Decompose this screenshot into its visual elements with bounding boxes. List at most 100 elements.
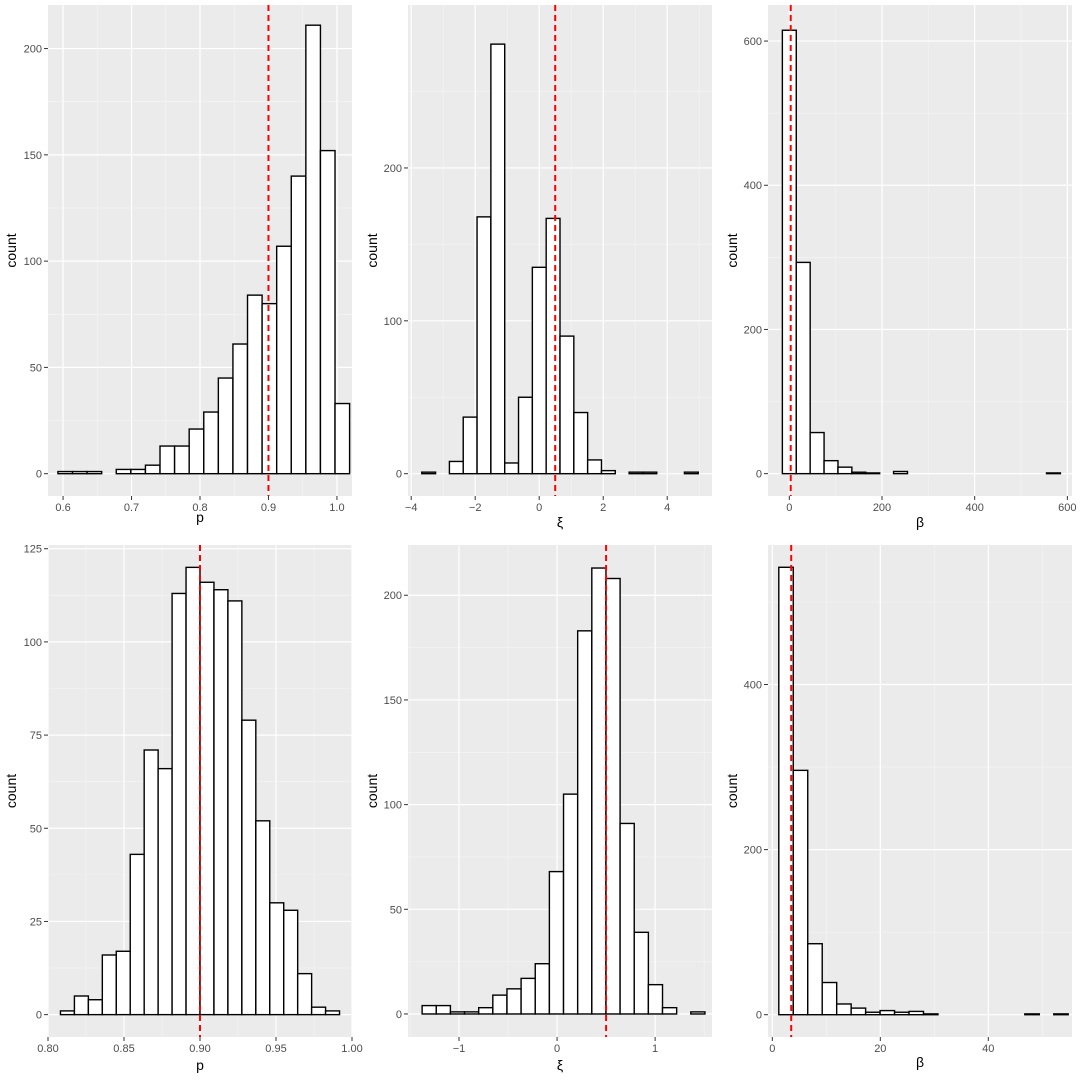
histogram-bar: [605, 577, 621, 1015]
x-tick-label: 0.90: [189, 1043, 210, 1055]
histogram-bar: [86, 470, 103, 475]
chart-panel: 0.80 0.85 0.90 0.95 1.00 0 25 50 75 100 125 p count: [3, 544, 363, 1073]
histogram-bar: [435, 1004, 452, 1015]
histogram-bar: [324, 1010, 341, 1016]
histogram-bar: [159, 445, 176, 475]
x-tick-label: 0.6: [55, 502, 70, 514]
y-tick-label: 0: [396, 1009, 402, 1021]
histogram-bar: [661, 1006, 678, 1015]
histogram-bar: [275, 245, 292, 475]
histogram-bar: [129, 853, 145, 1016]
y-tick-label: 200: [744, 324, 762, 336]
y-tick-label: 600: [744, 36, 762, 48]
histogram-bar: [619, 822, 635, 1015]
histogram-bar: [1053, 1013, 1069, 1016]
histogram-bar: [821, 981, 838, 1016]
x-tick-label: 1: [652, 1043, 658, 1055]
histogram-bar: [835, 1003, 852, 1016]
histogram-bar: [463, 1011, 480, 1015]
y-axis-title: count: [3, 774, 19, 808]
x-tick-label: 0.7: [124, 502, 139, 514]
x-tick-label: 0: [769, 1043, 775, 1055]
y-tick-label: 0: [756, 1010, 762, 1022]
histogram-bar: [823, 459, 839, 475]
histogram-bar: [477, 1006, 494, 1015]
chart-panel: −1 0 1 0 50 100 150 200 ξ count: [364, 545, 712, 1073]
x-tick-label: 0: [786, 502, 792, 514]
x-tick-label: 1.0: [329, 502, 344, 514]
y-tick-label: 50: [390, 904, 402, 916]
y-tick-label: 400: [744, 680, 762, 692]
y-axis-title: count: [364, 774, 380, 808]
histogram-bar: [1024, 1013, 1040, 1016]
x-tick-label: 0: [554, 1043, 560, 1055]
histogram-bar: [115, 468, 132, 475]
x-tick-label: 400: [966, 502, 984, 514]
x-tick-label: −4: [405, 502, 418, 514]
histogram-bar: [633, 931, 650, 1015]
histogram-bar: [232, 343, 249, 475]
histogram-bar: [647, 983, 664, 1015]
histogram-bar: [71, 470, 88, 475]
histogram-bar: [448, 460, 464, 475]
histogram-bar: [809, 431, 825, 475]
histogram-bar: [203, 411, 220, 475]
y-tick-label: 100: [384, 316, 402, 328]
histogram-bar: [534, 963, 551, 1015]
histogram-bar: [421, 471, 437, 475]
x-tick-label: 1.00: [341, 1043, 362, 1055]
histogram-bar: [506, 988, 522, 1015]
y-tick-label: 200: [384, 590, 402, 602]
histogram-bar: [59, 1010, 76, 1016]
y-tick-label: 150: [24, 150, 42, 162]
y-tick-label: 100: [24, 256, 42, 268]
histogram-bar: [573, 411, 589, 475]
histogram-bar: [892, 470, 909, 475]
histogram-bar: [87, 999, 104, 1016]
histogram-bar: [173, 445, 190, 475]
histogram-bar: [476, 216, 492, 475]
histogram-bar: [217, 377, 234, 475]
histogram-bar: [334, 402, 351, 475]
histogram-bar: [781, 29, 797, 475]
histogram-bar: [628, 471, 644, 475]
histogram-bar: [296, 972, 313, 1016]
histogram-bar: [807, 943, 823, 1016]
histogram-bar: [642, 471, 658, 475]
x-tick-label: 0.85: [113, 1043, 134, 1055]
y-tick-label: 50: [30, 362, 42, 374]
histogram-bar: [548, 870, 565, 1015]
chart-panel: 0.6 0.7 0.8 0.9 1.0 0 50 100 150 200 p count: [3, 5, 352, 525]
histogram-bar: [559, 335, 575, 475]
x-tick-label: 40: [982, 1043, 994, 1055]
histogram-bar: [504, 462, 520, 475]
histogram-bar: [115, 950, 131, 1016]
y-axis-title: count: [3, 233, 19, 267]
histogram-bar: [305, 24, 322, 475]
y-tick-label: 0: [756, 469, 762, 481]
histogram-bar: [517, 396, 534, 475]
x-axis-title: p: [196, 1057, 204, 1073]
histogram-bar: [143, 749, 159, 1016]
x-tick-label: 0.95: [265, 1043, 286, 1055]
y-axis-title: count: [724, 774, 740, 808]
x-tick-label: 600: [1058, 502, 1076, 514]
y-tick-label: 200: [384, 163, 402, 175]
y-tick-label: 25: [30, 916, 42, 928]
histogram-bar: [449, 1011, 466, 1015]
histogram-bar: [600, 469, 616, 475]
histogram-bar: [1045, 472, 1062, 475]
y-tick-label: 0: [396, 469, 402, 481]
histogram-bar: [188, 428, 205, 475]
x-tick-label: 0.8: [192, 502, 207, 514]
histogram-bar: [792, 769, 809, 1016]
x-tick-label: 20: [874, 1043, 886, 1055]
histogram-bar: [73, 995, 90, 1016]
histogram-bar: [683, 471, 699, 475]
panel-background: [768, 5, 1072, 496]
y-tick-label: 0: [36, 1010, 42, 1022]
histogram-bar: [144, 464, 161, 475]
histogram-bar: [255, 820, 271, 1016]
histogram-bar: [199, 581, 215, 1016]
